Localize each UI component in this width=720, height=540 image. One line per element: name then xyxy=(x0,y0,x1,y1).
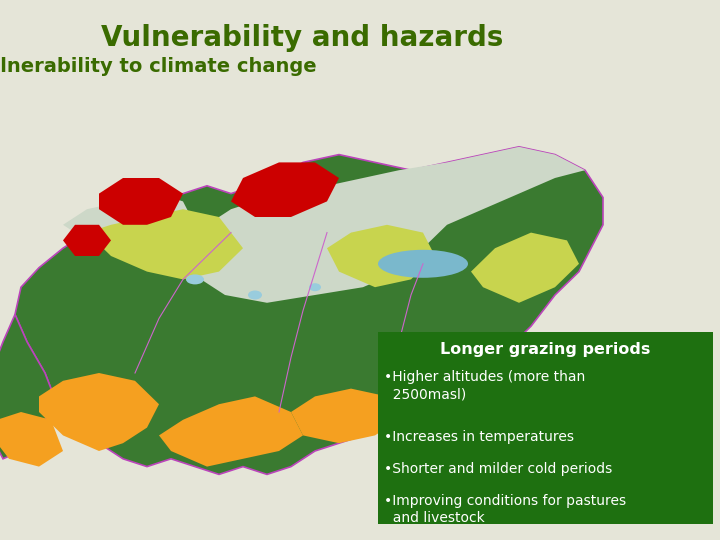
Polygon shape xyxy=(63,225,111,256)
Ellipse shape xyxy=(248,291,262,300)
FancyBboxPatch shape xyxy=(378,332,713,524)
Polygon shape xyxy=(39,373,159,451)
Text: Very low: Very low xyxy=(538,451,577,460)
Text: Very high: Very high xyxy=(538,391,581,400)
Text: Vulnerability: Vulnerability xyxy=(565,371,635,381)
Text: •Shorter and milder cold periods: •Shorter and milder cold periods xyxy=(384,462,612,476)
Polygon shape xyxy=(63,194,195,248)
Polygon shape xyxy=(0,314,57,459)
Text: High: High xyxy=(538,411,559,420)
Polygon shape xyxy=(87,209,243,279)
Text: •Increases in temperatures: •Increases in temperatures xyxy=(384,430,574,444)
Polygon shape xyxy=(171,147,585,303)
Text: Vulnerability to climate change: Vulnerability to climate change xyxy=(0,57,316,76)
Text: Longer grazing periods: Longer grazing periods xyxy=(440,342,651,357)
FancyBboxPatch shape xyxy=(518,447,532,459)
Text: Altitude over 4000 m: Altitude over 4000 m xyxy=(538,471,634,480)
Polygon shape xyxy=(159,396,303,467)
Text: •Improving conditions for pastures
  and livestock: •Improving conditions for pastures and l… xyxy=(384,494,626,525)
Polygon shape xyxy=(471,233,579,303)
Text: Low: Low xyxy=(538,431,556,440)
Polygon shape xyxy=(291,389,399,443)
Text: •Higher altitudes (more than
  2500masl): •Higher altitudes (more than 2500masl) xyxy=(384,370,585,401)
Ellipse shape xyxy=(378,250,468,278)
Polygon shape xyxy=(327,225,435,287)
Polygon shape xyxy=(0,412,63,467)
Text: Vulnerability and hazards: Vulnerability and hazards xyxy=(102,24,503,52)
FancyBboxPatch shape xyxy=(518,387,532,399)
FancyBboxPatch shape xyxy=(518,427,532,439)
FancyBboxPatch shape xyxy=(510,365,690,495)
FancyBboxPatch shape xyxy=(518,467,532,479)
Polygon shape xyxy=(231,163,339,217)
FancyBboxPatch shape xyxy=(518,407,532,419)
Polygon shape xyxy=(15,147,603,475)
Polygon shape xyxy=(99,178,183,225)
Ellipse shape xyxy=(309,283,321,291)
Ellipse shape xyxy=(186,274,204,285)
